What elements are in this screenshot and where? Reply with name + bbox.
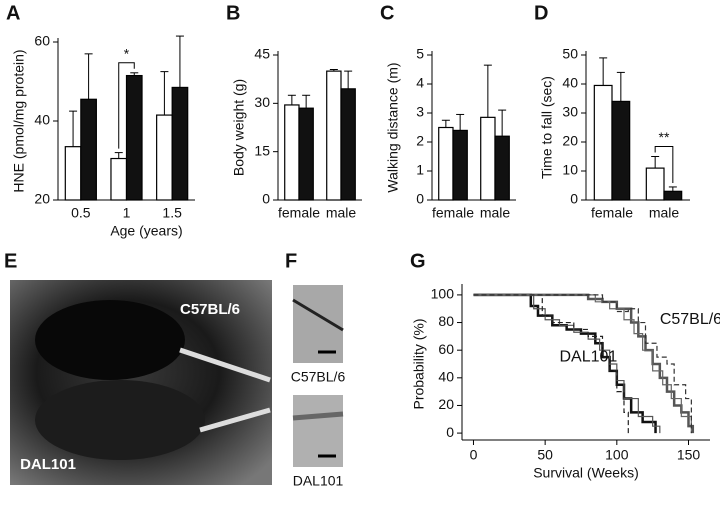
x-tick-label: 50: [537, 447, 553, 463]
y-tick-label: 0: [570, 191, 578, 207]
y-tick-label: 60: [438, 341, 454, 357]
y-tick-label: 0: [416, 191, 424, 207]
photo-label: C57BL/6: [180, 301, 240, 318]
x-tick-label: female: [432, 205, 474, 221]
survival-curve: [473, 294, 661, 434]
curve-label: C57BL/6: [660, 311, 720, 328]
y-tick-label: 40: [562, 75, 578, 91]
survival-curve: [473, 294, 629, 434]
hair: [292, 411, 344, 421]
x-tick-label: 150: [677, 447, 701, 463]
bar: [80, 98, 97, 201]
curve-label: DAL101: [559, 348, 617, 365]
y-tick-label: 0: [262, 191, 270, 207]
mouse-shape: [35, 300, 185, 380]
significance-label: *: [124, 46, 130, 62]
bar: [611, 100, 631, 201]
y-tick-label: 60: [34, 33, 50, 49]
bar: [663, 190, 683, 201]
bar: [64, 146, 82, 201]
bar: [284, 104, 300, 201]
x-tick-label: male: [480, 205, 511, 221]
bar: [156, 114, 173, 201]
significance-bracket: [654, 146, 674, 183]
x-axis-label: Age (years): [110, 223, 182, 239]
x-axis-label: Survival (Weeks): [533, 465, 639, 481]
bar: [340, 88, 356, 201]
x-tick-label: 1.5: [162, 205, 182, 221]
y-tick-label: 40: [34, 112, 50, 128]
panel-label: D: [534, 2, 548, 24]
tail: [199, 407, 271, 433]
y-tick-label: 10: [562, 162, 578, 178]
y-tick-label: 0: [446, 424, 454, 440]
panel-label: A: [6, 2, 20, 24]
bar: [171, 86, 189, 201]
y-tick-label: 15: [254, 142, 270, 158]
y-tick-label: 20: [34, 191, 50, 207]
bar: [326, 70, 342, 201]
y-axis-label: Time to fall (sec): [539, 76, 555, 179]
bar: [110, 157, 128, 201]
image-label: C57BL/6: [291, 369, 346, 385]
y-tick-label: 5: [416, 46, 424, 62]
mouse-shape: [35, 380, 205, 460]
y-tick-label: 3: [416, 104, 424, 120]
y-tick-label: 45: [254, 46, 270, 62]
bar: [438, 126, 454, 201]
y-tick-label: 20: [438, 396, 454, 412]
x-tick-label: male: [326, 205, 357, 221]
bar: [593, 84, 613, 201]
y-tick-label: 30: [562, 104, 578, 120]
hair: [292, 298, 344, 332]
x-tick-label: female: [591, 205, 633, 221]
x-tick-label: 100: [605, 447, 629, 463]
panel-label: G: [410, 250, 426, 272]
y-tick-label: 30: [254, 94, 270, 110]
x-tick-label: female: [278, 205, 320, 221]
bar: [645, 167, 665, 201]
bar: [480, 116, 496, 201]
x-tick-label: male: [649, 205, 680, 221]
bar: [125, 74, 143, 201]
panel-label: F: [285, 250, 297, 272]
significance-label: **: [659, 129, 670, 145]
y-tick-label: 4: [416, 75, 424, 91]
image-label: DAL101: [293, 473, 344, 489]
significance-bracket: [118, 62, 135, 149]
y-axis-label: Probability (%): [411, 318, 427, 409]
x-tick-label: 0: [470, 447, 478, 463]
x-tick-label: 0.5: [71, 205, 91, 221]
x-tick-label: 1: [123, 205, 131, 221]
y-tick-label: 1: [416, 162, 424, 178]
y-tick-label: 80: [438, 313, 454, 329]
y-tick-label: 2: [416, 133, 424, 149]
bar: [452, 129, 468, 201]
panel-label: E: [4, 250, 17, 272]
y-tick-label: 50: [562, 46, 578, 62]
y-axis-label: Walking distance (m): [385, 62, 401, 192]
y-axis-label: HNE (pmol/mg protein): [11, 49, 27, 192]
panel-label: C: [380, 2, 394, 24]
survival-curve: [473, 293, 657, 434]
photo-label: DAL101: [20, 456, 76, 473]
tail: [179, 347, 271, 383]
y-tick-label: 40: [438, 369, 454, 385]
bar: [494, 135, 510, 201]
panel-label: B: [226, 2, 240, 24]
bar: [298, 107, 314, 201]
y-tick-label: 100: [431, 286, 455, 302]
y-axis-label: Body weight (g): [231, 79, 247, 176]
survival-curve: [473, 294, 692, 434]
y-tick-label: 20: [562, 133, 578, 149]
